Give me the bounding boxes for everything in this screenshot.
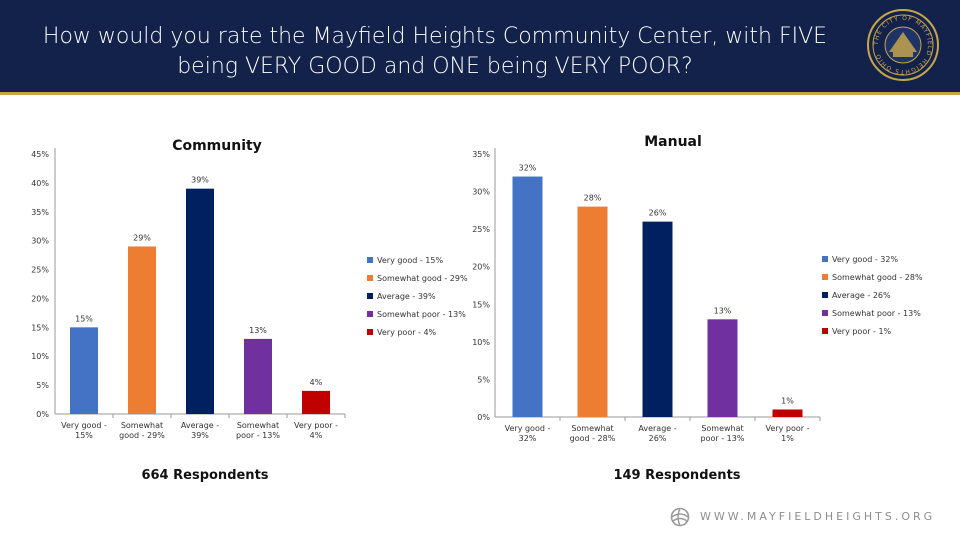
- legend-entry: Average - 26%: [832, 291, 891, 300]
- city-seal-icon: THE CITY OF MAYFIELD HEIGHTS OHIO: [867, 9, 939, 81]
- respondents-count: 664 Respondents: [141, 468, 268, 483]
- x-tick-label: Somewhat good - 28%: [570, 424, 616, 443]
- footer-url: WWW.MAYFIELDHEIGHTS.ORG: [700, 510, 936, 523]
- bar-0: [512, 176, 543, 417]
- data-label: 4%: [310, 378, 323, 387]
- bar-2: [186, 188, 214, 414]
- legend-entry: Very poor - 1%: [832, 327, 892, 336]
- legend-swatch: [367, 311, 373, 317]
- data-label: 29%: [133, 233, 151, 242]
- data-label: 28%: [584, 194, 602, 203]
- globe-logo-icon: [670, 507, 690, 527]
- header-banner: How would you rate the Mayfield Heights …: [0, 0, 960, 95]
- y-tick-label: 30%: [472, 188, 490, 197]
- legend-entry: Average - 39%: [377, 292, 436, 301]
- legend-entry: Very good - 15%: [377, 256, 443, 265]
- x-tick-label: Very good -15%: [61, 421, 107, 440]
- legend-entry: Somewhat poor - 13%: [377, 310, 466, 319]
- legend-entry: Very poor - 4%: [377, 328, 437, 337]
- data-label: 13%: [714, 306, 732, 315]
- data-label: 39%: [191, 176, 209, 185]
- data-label: 13%: [249, 326, 267, 335]
- legend-swatch: [367, 329, 373, 335]
- data-label: 1%: [781, 396, 794, 405]
- legend-swatch: [822, 256, 828, 262]
- y-tick-label: 45%: [31, 150, 49, 159]
- y-tick-label: 0%: [477, 413, 490, 422]
- x-tick-label: Somewhat good - 29%: [119, 421, 165, 440]
- title-line-1: How would you rate the Mayfield Heights …: [42, 24, 828, 49]
- y-tick-label: 15%: [472, 300, 490, 309]
- legend-swatch: [822, 274, 828, 280]
- y-tick-label: 20%: [472, 263, 490, 272]
- bar-0: [70, 327, 98, 414]
- data-label: 32%: [519, 164, 537, 173]
- y-tick-label: 35%: [31, 208, 49, 217]
- bar-3: [707, 319, 738, 417]
- chart-title: Community: [172, 138, 262, 154]
- x-tick-label: Very poor -1%: [766, 424, 810, 443]
- data-label: 26%: [649, 209, 667, 218]
- legend-swatch: [822, 292, 828, 298]
- legend-entry: Somewhat good - 29%: [377, 274, 468, 283]
- respondents-count: 149 Respondents: [613, 468, 740, 483]
- legend-swatch: [367, 257, 373, 263]
- legend-entry: Very good - 32%: [832, 255, 898, 264]
- legend-swatch: [822, 310, 828, 316]
- community-chart: Community 0% 5% 10% 15% 20% 25% 30% 35% 40% 45% 15%…: [31, 138, 468, 483]
- x-tick-label: Average -39%: [181, 421, 219, 440]
- y-tick-label: 25%: [472, 225, 490, 234]
- manual-chart: Manual 0% 5% 10% 15% 20% 25% 30% 35% 32% Very good…: [472, 134, 923, 483]
- y-tick-label: 0%: [36, 410, 49, 419]
- x-tick-label: Average -26%: [638, 424, 676, 443]
- legend-swatch: [822, 328, 828, 334]
- y-tick-label: 40%: [31, 179, 49, 188]
- x-tick-label: Somewhat poor - 13%: [701, 424, 745, 443]
- y-tick-label: 5%: [36, 381, 49, 390]
- x-tick-label: Somewhat poor - 13%: [236, 421, 280, 440]
- legend-entry: Somewhat poor - 13%: [832, 309, 921, 318]
- y-tick-label: 15%: [31, 323, 49, 332]
- x-tick-label: Very good -32%: [505, 424, 551, 443]
- bar-2: [642, 221, 673, 417]
- x-tick-label: Very poor -4%: [294, 421, 338, 440]
- y-tick-label: 25%: [31, 266, 49, 275]
- bar-4: [772, 409, 803, 417]
- legend-entry: Somewhat good - 28%: [832, 273, 923, 282]
- y-tick-label: 20%: [31, 294, 49, 303]
- y-tick-label: 10%: [472, 338, 490, 347]
- legend-swatch: [367, 275, 373, 281]
- bar-4: [302, 390, 330, 414]
- bar-1: [577, 206, 608, 417]
- bar-3: [244, 338, 272, 414]
- legend-swatch: [367, 293, 373, 299]
- y-tick-label: 35%: [472, 150, 490, 159]
- y-tick-label: 10%: [31, 352, 49, 361]
- slide-title: How would you rate the Mayfield Heights …: [20, 22, 850, 82]
- chart-title: Manual: [644, 134, 702, 150]
- y-tick-label: 5%: [477, 375, 490, 384]
- y-tick-label: 30%: [31, 237, 49, 246]
- data-label: 15%: [75, 314, 93, 323]
- title-line-2: being VERY GOOD and ONE being VERY POOR?: [177, 54, 693, 79]
- bar-1: [128, 246, 156, 414]
